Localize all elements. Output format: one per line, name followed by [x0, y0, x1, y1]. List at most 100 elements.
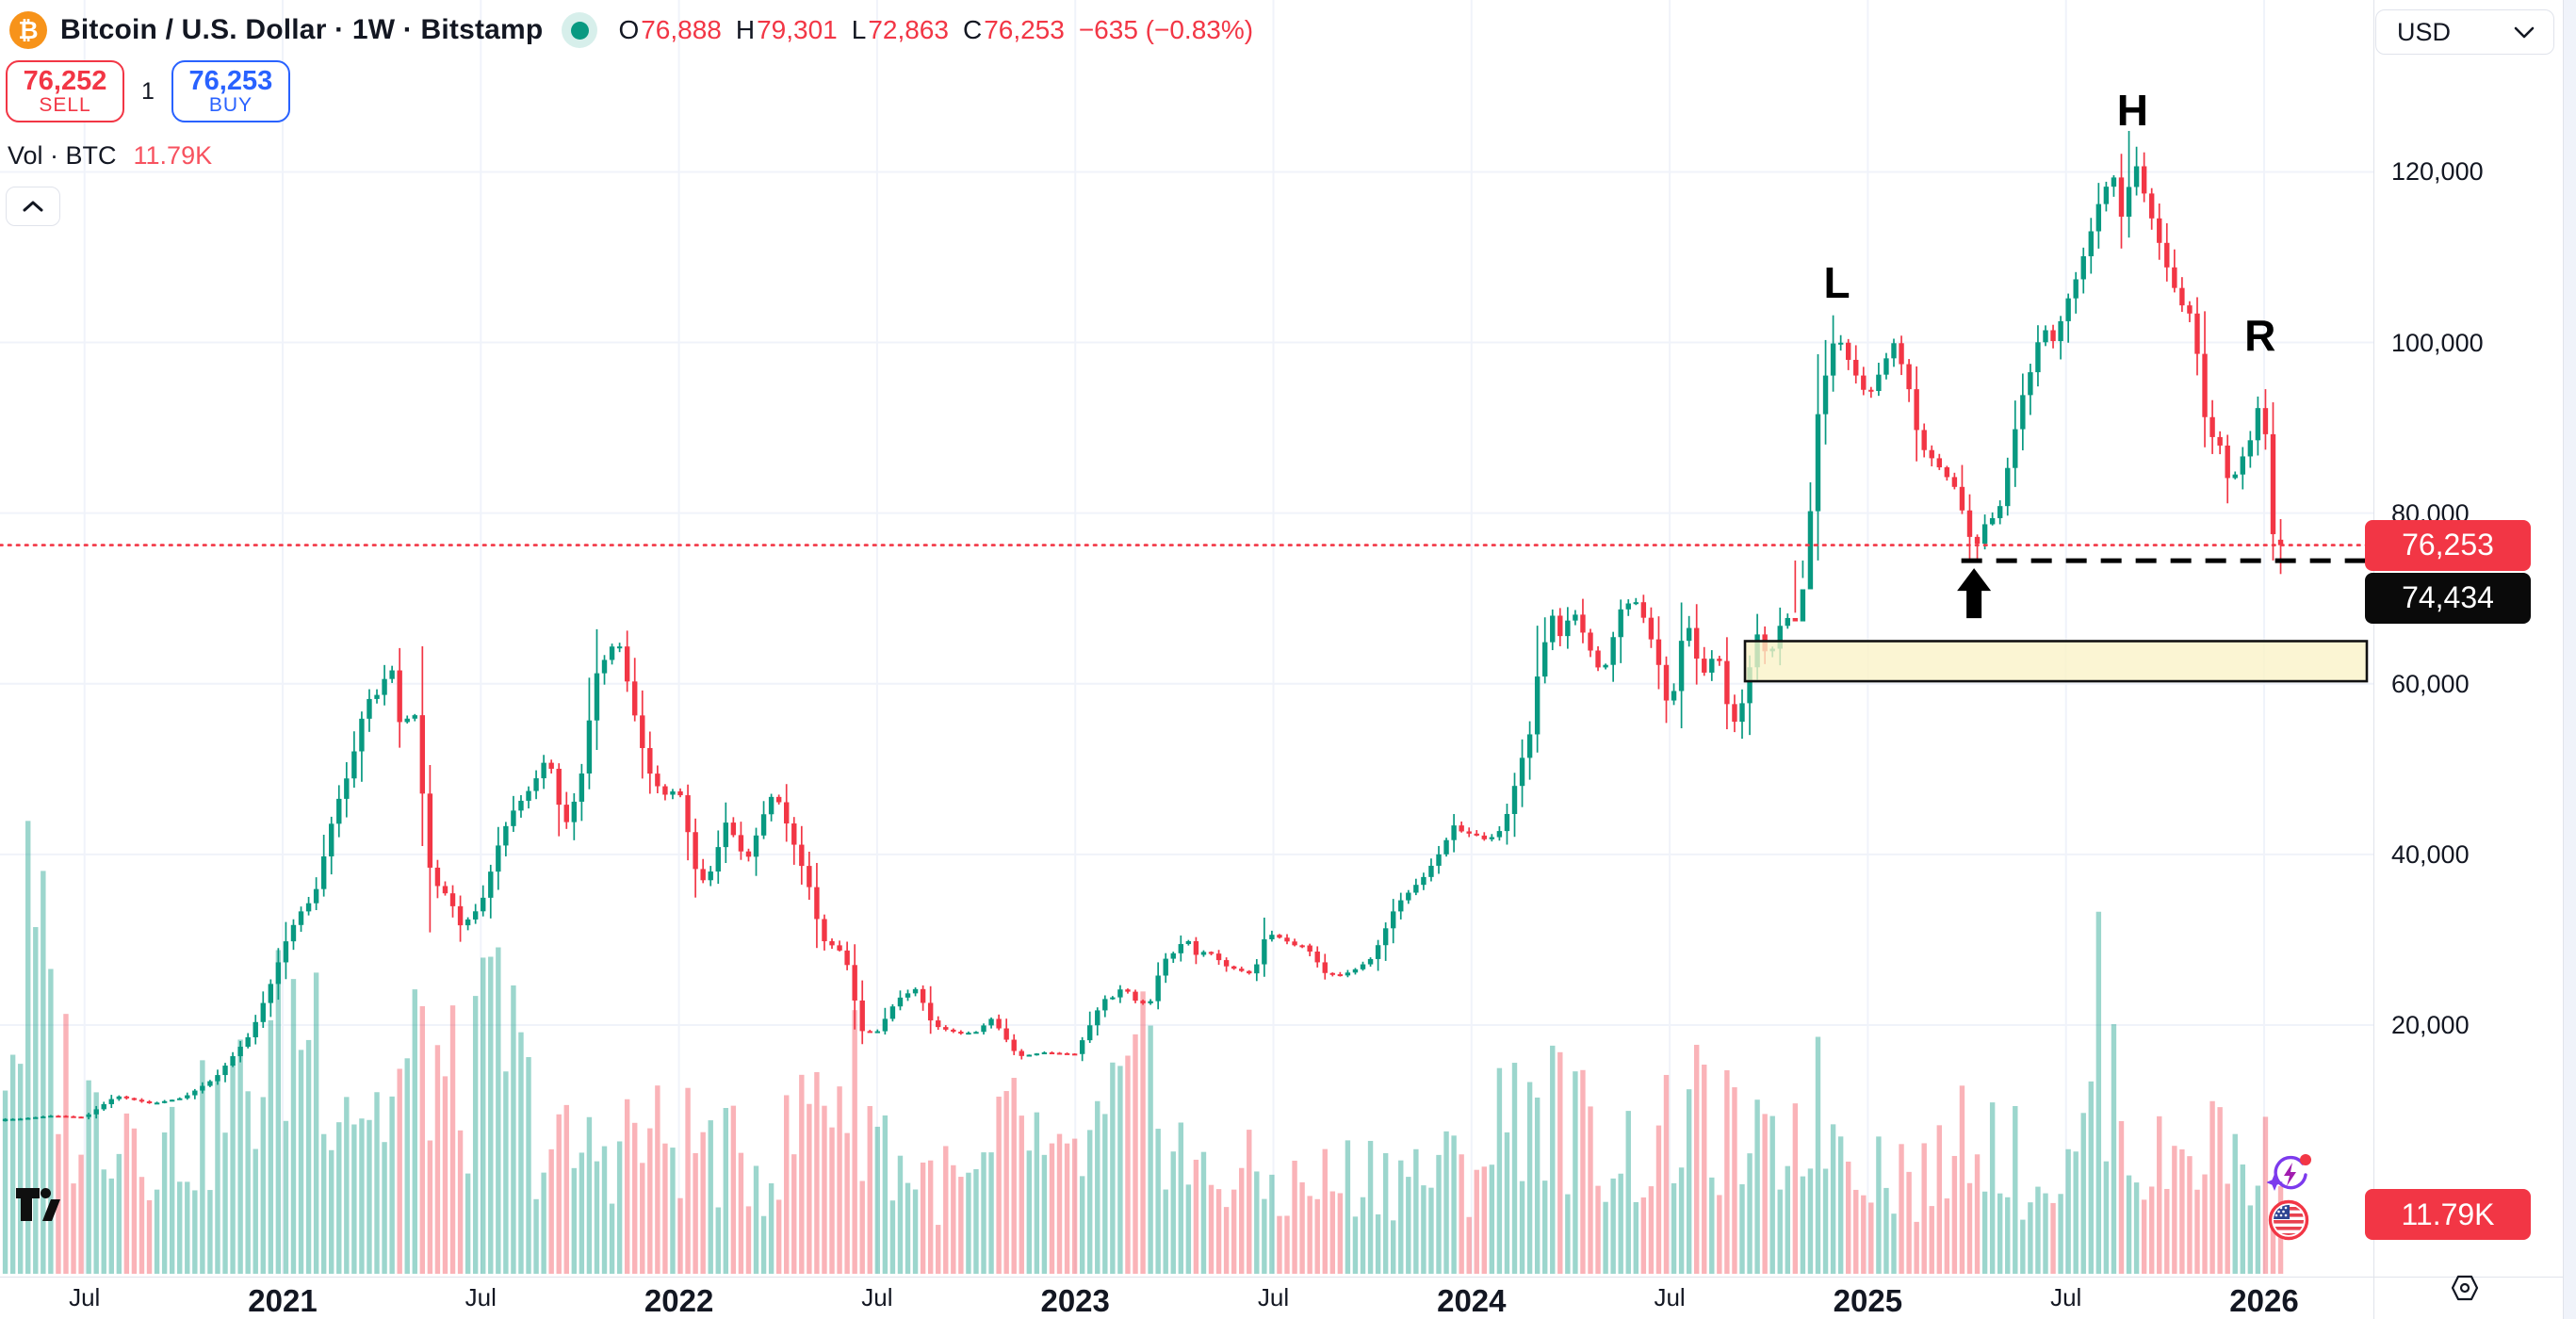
candle: [807, 866, 812, 887]
candle: [1739, 703, 1745, 723]
volume-bar: [799, 1074, 805, 1274]
volume-bar: [1542, 1181, 1548, 1274]
volume-bar: [1314, 1198, 1320, 1274]
candle: [2028, 372, 2033, 396]
drawing-annotations[interactable]: [0, 544, 2375, 683]
volume-bar: [1595, 1185, 1601, 1274]
volume-bar: [222, 1132, 228, 1274]
candle: [1185, 941, 1192, 945]
buy-button[interactable]: 76,253 BUY: [171, 60, 290, 122]
volume-bar: [1247, 1130, 1252, 1274]
currency-value: USD: [2397, 17, 2452, 46]
candle: [108, 1099, 114, 1104]
volume-bar: [889, 1200, 896, 1274]
candle: [1231, 966, 1237, 969]
time-axis-label: 2022: [644, 1283, 714, 1318]
candle: [33, 1116, 39, 1119]
time-axis-label: 2021: [248, 1283, 318, 1318]
price-scale-settings-icon[interactable]: [2450, 1274, 2480, 1307]
candle: [1633, 602, 1639, 605]
change-value: −635 (−0.83%): [1078, 15, 1254, 44]
volume-bar: [1739, 1183, 1745, 1274]
volume-bar: [1133, 1034, 1138, 1274]
volume-bar: [670, 1148, 676, 1274]
market-status-icon[interactable]: [562, 12, 598, 48]
volume-bar: [1140, 991, 1146, 1274]
right-shoulder-label[interactable]: R: [2244, 311, 2276, 361]
collapse-pane-button[interactable]: [6, 187, 60, 226]
volume-bar: [1034, 1112, 1040, 1274]
volume-bar: [1163, 1189, 1168, 1274]
candle: [1868, 389, 1874, 392]
candle: [1822, 375, 1829, 415]
volume-bar: [1352, 1216, 1359, 1274]
spread-value: 1: [141, 77, 155, 105]
candle: [609, 646, 615, 660]
candle: [215, 1075, 220, 1082]
candle: [1451, 825, 1457, 840]
candle: [131, 1098, 138, 1100]
volume-value: 11.79K: [133, 141, 213, 170]
currency-selector[interactable]: USD: [2375, 9, 2554, 55]
volume-bar: [1573, 1071, 1578, 1274]
volume-bar: [601, 1146, 608, 1274]
volume-bar: [738, 1152, 744, 1274]
us-economic-event-icon[interactable]: [2267, 1198, 2310, 1246]
candle: [298, 911, 304, 925]
candle: [2164, 242, 2170, 268]
time-axis-label: 2024: [1437, 1283, 1507, 1318]
candle: [2013, 429, 2018, 468]
candle: [2157, 218, 2162, 243]
candle: [1496, 831, 1503, 838]
candle: [1732, 704, 1737, 723]
candle: [101, 1103, 106, 1110]
volume-bar: [230, 1064, 236, 1274]
volume-bar: [897, 1155, 904, 1274]
candle: [1337, 974, 1344, 977]
candle: [1936, 458, 1942, 468]
candle: [412, 715, 417, 719]
volume-bar: [1496, 1067, 1503, 1274]
candle: [2065, 298, 2071, 321]
candle: [1800, 589, 1806, 622]
candle: [951, 1029, 956, 1033]
volume-bar: [988, 1152, 994, 1274]
ai-refresh-icon[interactable]: [2266, 1151, 2312, 1201]
candle: [1618, 609, 1623, 638]
head-label[interactable]: H: [2116, 86, 2148, 136]
volume-bar: [1155, 1129, 1161, 1274]
volume-bar: [1322, 1148, 1328, 1274]
volume-bar: [1299, 1181, 1305, 1274]
price-axis-separator: [2373, 0, 2374, 1319]
left-shoulder-label[interactable]: L: [1823, 258, 1850, 308]
volume-bar: [367, 1119, 372, 1274]
volume-bar: [1663, 1074, 1670, 1274]
volume-bar: [2217, 1107, 2223, 1274]
volume-bar: [1732, 1087, 1737, 1274]
volume-bar: [1262, 1198, 1267, 1274]
tradingview-logo[interactable]: [15, 1187, 60, 1231]
candle: [1284, 937, 1290, 942]
volume-indicator-row[interactable]: Vol · BTC 11.79K: [8, 141, 212, 171]
candle: [920, 988, 926, 1003]
candle: [685, 795, 691, 833]
candle: [457, 905, 464, 926]
symbol-title[interactable]: Bitcoin / U.S. Dollar · 1W · Bitstamp: [60, 14, 544, 45]
candle: [313, 888, 319, 904]
volume-bar: [1792, 1103, 1799, 1274]
sell-button[interactable]: 76,252 SELL: [6, 60, 124, 122]
volume-bar: [298, 1050, 304, 1274]
volume-bar: [1686, 1089, 1692, 1274]
candle: [1314, 951, 1320, 963]
candle: [1981, 524, 1988, 545]
volume-bar: [1526, 1082, 1533, 1274]
volume-bar: [1762, 1114, 1768, 1274]
volume-bar: [305, 1039, 312, 1274]
candle: [905, 993, 911, 998]
volume-bar: [548, 1148, 554, 1274]
candle: [351, 751, 357, 779]
volume-bar: [503, 1071, 509, 1274]
buy-label: BUY: [208, 94, 253, 117]
candle: [647, 748, 653, 774]
